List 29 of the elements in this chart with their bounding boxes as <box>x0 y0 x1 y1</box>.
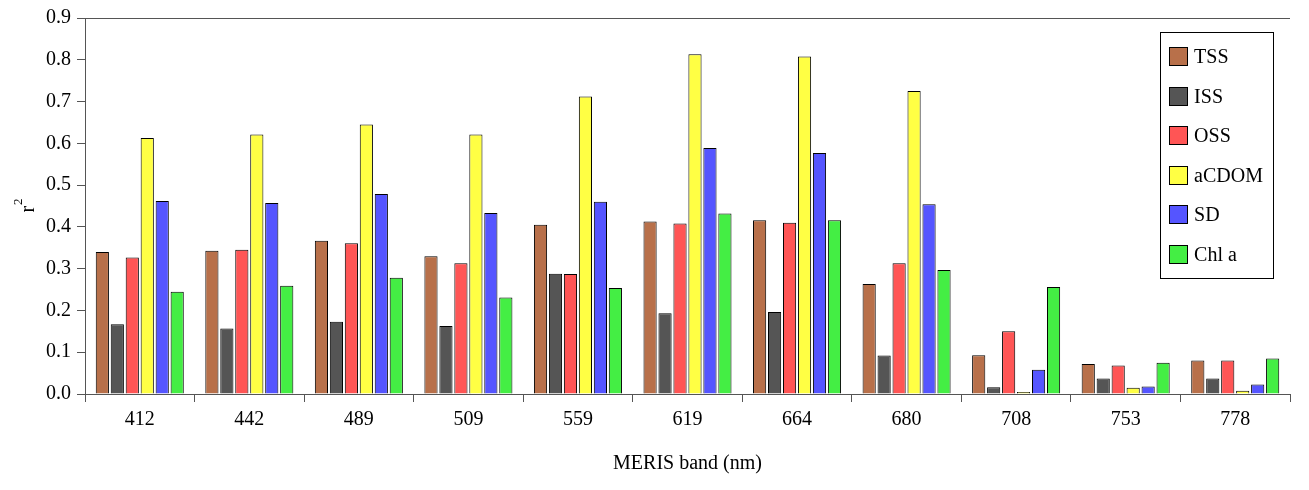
y-axis-title: r2 <box>10 198 38 213</box>
legend-label: aCDOM <box>1194 162 1263 188</box>
x-tick-label: 778 <box>1220 407 1251 430</box>
y-tick-label: 0.5 <box>46 172 71 195</box>
legend-label: Chl a <box>1194 241 1237 267</box>
x-tick-label: 412 <box>124 407 155 430</box>
legend-label: TSS <box>1194 44 1229 69</box>
y-tick-label: 0.7 <box>46 88 71 111</box>
y-tick-label: 0.9 <box>46 5 71 28</box>
legend-label: SD <box>1194 202 1220 227</box>
y-tick-label: 0.0 <box>46 381 71 404</box>
x-tick-label: 442 <box>234 407 265 430</box>
x-tick-label: 619 <box>672 407 703 430</box>
y-tick-label: 0.4 <box>46 214 71 237</box>
y-tick-label: 0.1 <box>46 339 71 362</box>
y-tick-label: 0.3 <box>46 255 71 278</box>
x-axis-title: MERIS band (nm) <box>613 451 762 475</box>
x-tick-label: 489 <box>343 407 374 430</box>
x-tick-label: 753 <box>1110 407 1141 430</box>
legend-label: OSS <box>1194 123 1231 148</box>
y-tick-label: 0.2 <box>46 297 71 320</box>
x-tick-label: 509 <box>453 407 484 430</box>
y-tick-label: 0.6 <box>46 130 71 153</box>
y-tick-label: 0.8 <box>46 47 71 70</box>
x-tick-label: 708 <box>1001 407 1032 430</box>
x-tick-label: 680 <box>891 407 922 430</box>
x-tick-label: 559 <box>562 407 593 430</box>
x-tick-label: 664 <box>782 407 813 430</box>
legend-label: ISS <box>1194 83 1224 109</box>
